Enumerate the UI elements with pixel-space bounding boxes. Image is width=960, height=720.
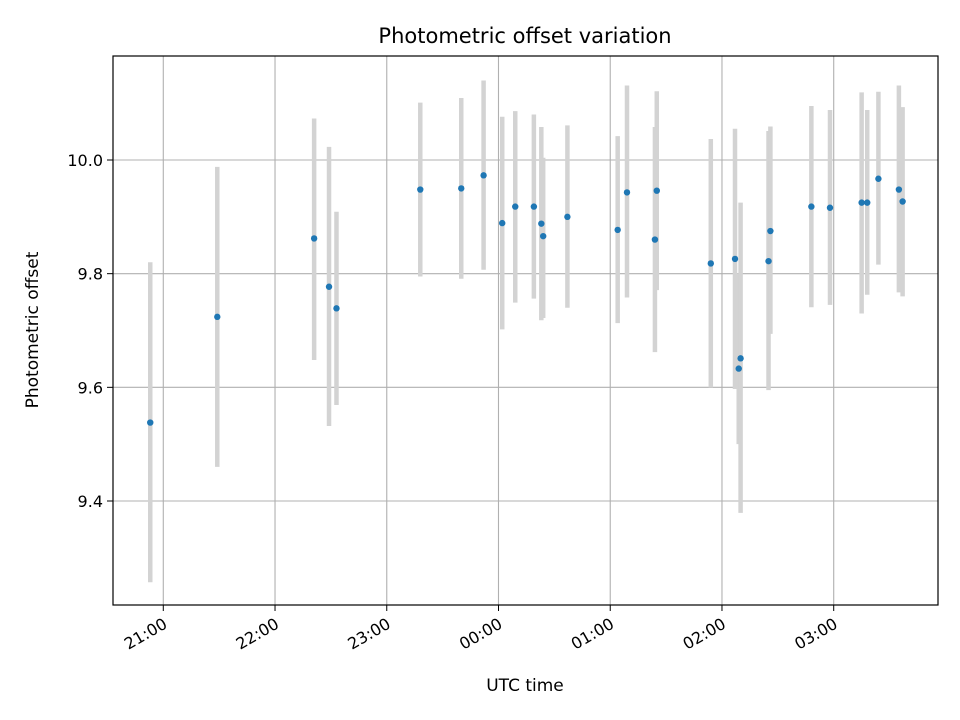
- data-point: [651, 236, 659, 243]
- data-point: [538, 220, 545, 227]
- y-tick-label: 10.0: [67, 151, 103, 170]
- data-points: [147, 172, 906, 426]
- data-point: [564, 213, 571, 221]
- data-point: [899, 198, 906, 205]
- y-tick-label: 9.8: [78, 265, 103, 284]
- data-point: [653, 187, 660, 194]
- grid-lines: [113, 56, 938, 605]
- data-point: [530, 203, 538, 210]
- data-point: [147, 419, 154, 426]
- data-point: [737, 355, 744, 362]
- data-point: [808, 203, 815, 210]
- y-axis-label: Photometric offset: [23, 251, 43, 408]
- data-point: [826, 204, 834, 211]
- x-axis-label: UTC time: [486, 676, 564, 696]
- data-point: [480, 172, 487, 179]
- data-point: [310, 235, 318, 242]
- data-point: [325, 283, 333, 290]
- data-point: [458, 185, 465, 192]
- data-point: [858, 199, 865, 206]
- data-point: [614, 226, 621, 234]
- data-point: [735, 365, 742, 372]
- y-tick-label: 9.6: [78, 378, 103, 397]
- data-point: [623, 189, 631, 196]
- chart-title: Photometric offset variation: [378, 24, 671, 48]
- data-point: [875, 175, 882, 182]
- data-point: [765, 257, 772, 265]
- data-point: [767, 227, 774, 235]
- data-point: [895, 186, 903, 193]
- data-point: [539, 232, 547, 240]
- data-point: [731, 255, 739, 263]
- data-point: [214, 313, 221, 321]
- data-point: [417, 186, 424, 193]
- data-point: [499, 219, 506, 227]
- data-point: [864, 199, 871, 206]
- data-point: [333, 305, 340, 312]
- data-point: [512, 203, 519, 210]
- data-point: [707, 260, 714, 267]
- plot-frame: [112, 55, 939, 606]
- y-tick-label: 9.4: [78, 492, 103, 511]
